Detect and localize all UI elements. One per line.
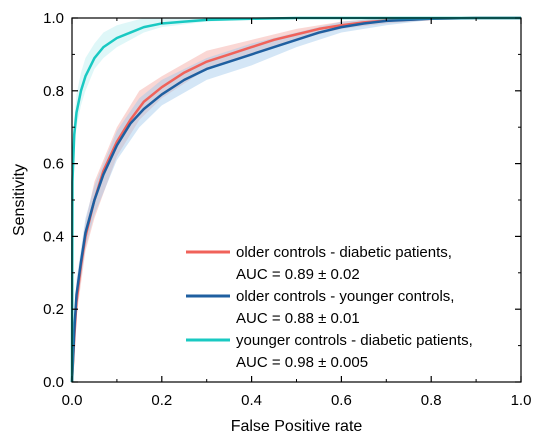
roc-curves <box>70 16 521 383</box>
confidence-bands <box>72 18 521 382</box>
axis-ticks: 0.0 0.2 0.4 0.6 0.8 1.0 0.0 0.2 0.4 0.6 0.8 1.0 <box>43 10 531 409</box>
legend-auc-3: AUC = 0.98 ± 0.005 <box>236 354 368 371</box>
legend-auc-1: AUC = 0.89 ± 0.02 <box>236 266 360 283</box>
x-tick-label: 0.4 <box>241 392 262 409</box>
x-tick-label: 0.2 <box>151 392 172 409</box>
legend-label-2: older controls - younger controls, <box>236 288 454 305</box>
y-tick-label: 0.6 <box>43 156 64 173</box>
y-tick-label: 1.0 <box>43 10 64 27</box>
x-tick-label: 1.0 <box>511 392 532 409</box>
roc-curve-1 <box>70 16 521 383</box>
y-tick-label: 0.8 <box>43 83 64 100</box>
legend-label-1: older controls - diabetic patients, <box>236 244 452 261</box>
x-tick-label: 0.6 <box>331 392 352 409</box>
legend: older controls - diabetic patients, AUC =… <box>186 244 473 371</box>
y-tick-label: 0.2 <box>43 301 64 318</box>
confidence-band-1 <box>72 18 521 382</box>
y-tick-label: 0.4 <box>43 228 64 245</box>
confidence-band-3 <box>72 18 521 382</box>
x-axis-label: False Positive rate <box>231 418 363 435</box>
plot-area-frame <box>71 17 522 383</box>
x-tick-label: 0.0 <box>62 392 83 409</box>
legend-auc-2: AUC = 0.88 ± 0.01 <box>236 310 360 327</box>
y-axis-label: Sensitivity <box>11 164 28 236</box>
legend-label-3: younger controls - diabetic patients, <box>236 332 473 349</box>
x-tick-label: 0.8 <box>421 392 442 409</box>
confidence-band-2 <box>72 18 521 382</box>
roc-curve-2 <box>70 16 521 383</box>
y-tick-label: 0.0 <box>43 374 64 391</box>
roc-curve-3 <box>70 16 521 383</box>
